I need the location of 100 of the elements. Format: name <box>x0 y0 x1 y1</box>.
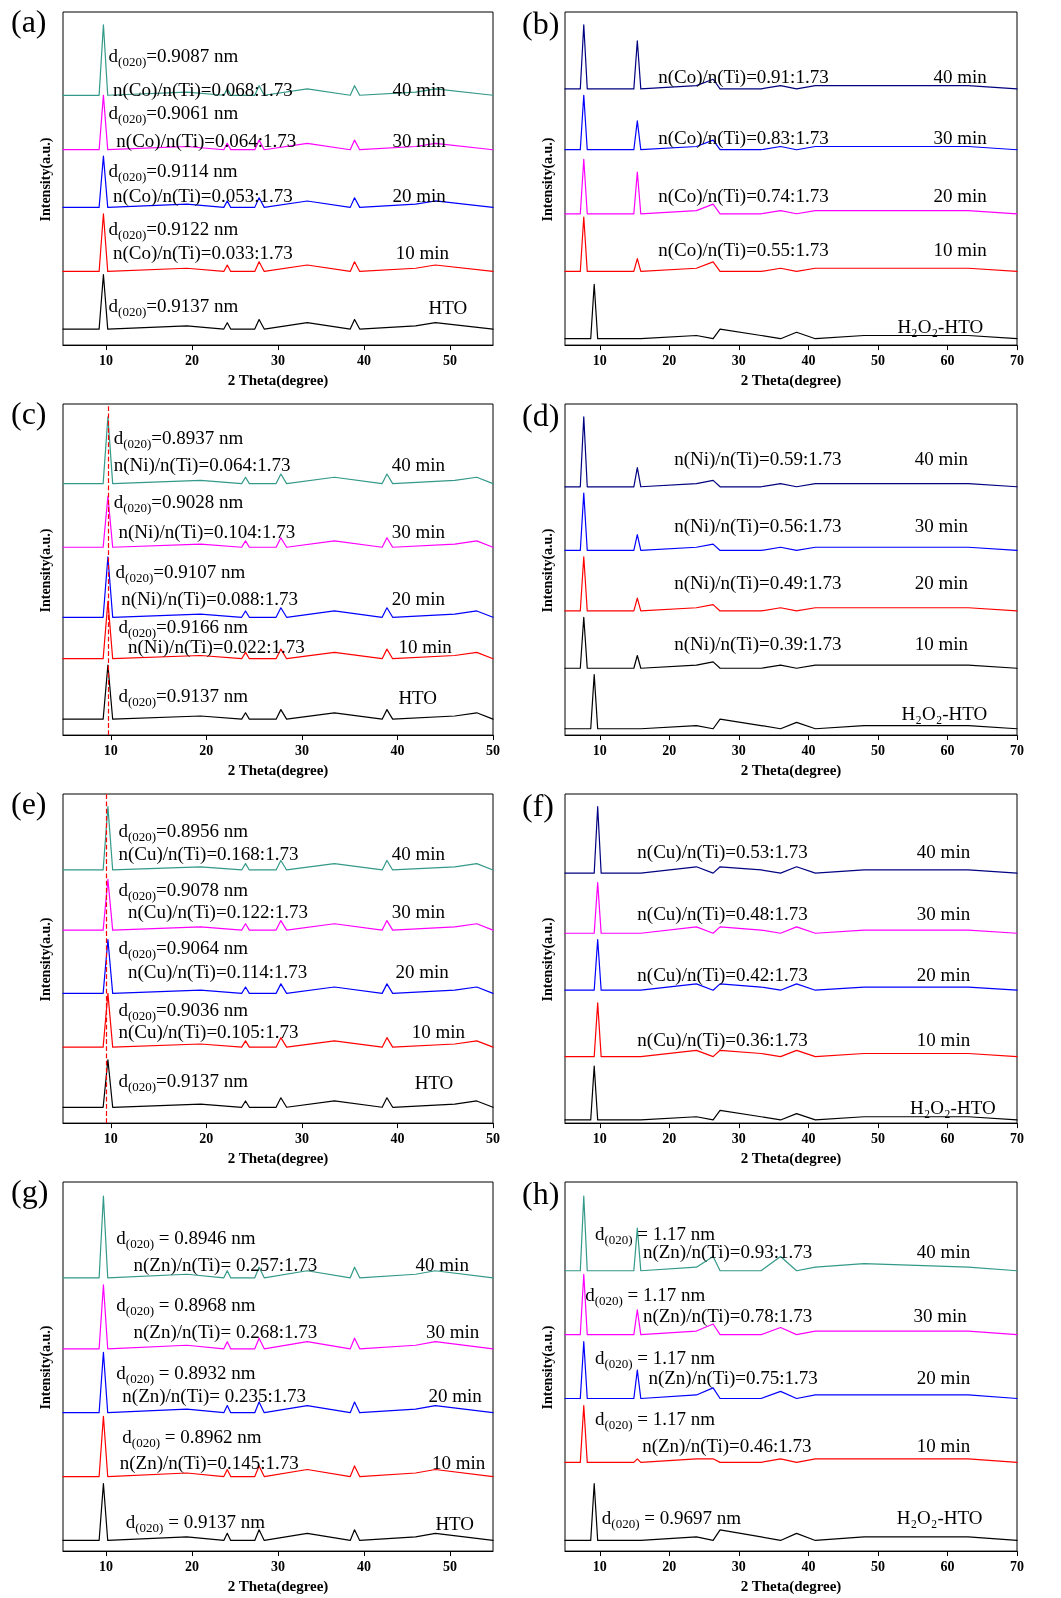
annotation: d$_{(020)}$=0.9036 nm <box>118 998 249 1024</box>
x-axis-title: 2 Theta(degree) <box>227 761 329 779</box>
annotation: d$_{(020)}$=0.9122 nm <box>108 217 239 243</box>
annotation: 10 min <box>398 635 452 657</box>
y-axis-title: Intensity(a.u.) <box>37 1325 54 1410</box>
annotation: n(Zn)/n(Ti)=0.145:1.73 <box>119 1451 299 1473</box>
annotation: d$_{(020)}$ = 0.8968 nm <box>116 1293 256 1319</box>
x-tick-label: 70 <box>1010 352 1024 368</box>
x-axis-title: 2 Theta(degree) <box>740 371 842 389</box>
x-tick-label: 10 <box>592 1558 607 1574</box>
x-tick-label: 20 <box>662 742 677 758</box>
annotation: n(Ni)/n(Ti)=0.39:1.73 <box>674 632 842 654</box>
annotation: H₂O₂-HTO <box>909 1096 996 1118</box>
annotation: 20 min <box>395 960 449 982</box>
y-axis-title: Intensity(a.u.) <box>539 528 556 613</box>
chart-title: (c) <box>11 395 47 431</box>
x-tick-label: 50 <box>443 1558 457 1574</box>
x-tick-label: 60 <box>940 742 955 758</box>
annotation: 40 min <box>391 453 446 475</box>
annotation: 20 min <box>392 184 446 206</box>
annotation: n(Ni)/n(Ti)=0.104:1.73 <box>118 520 296 542</box>
annotation: d$_{(020)}$=0.9064 nm <box>118 936 249 962</box>
chart-title: (e) <box>11 785 47 821</box>
x-tick-label: 20 <box>185 352 199 368</box>
annotation: n(Zn)/n(Ti)=0.46:1.73 <box>642 1434 812 1456</box>
annotation: 20 min <box>933 184 987 206</box>
annotation: 10 min <box>395 241 450 263</box>
annotation: n(Ni)/n(Ti)=0.088:1.73 <box>121 587 299 609</box>
x-tick-label: 20 <box>662 1558 677 1574</box>
y-axis-title: Intensity(a.u.) <box>37 137 54 222</box>
annotation: n(Co)/n(Ti)=0.068:1.73 <box>112 78 293 100</box>
x-tick-label: 30 <box>294 742 309 758</box>
annotation: 20 min <box>916 1366 971 1388</box>
annotation: d$_{(020)}$=0.9137 nm <box>118 1069 249 1095</box>
annotation: n(Co)/n(Ti)=0.55:1.73 <box>658 238 829 260</box>
annotation: n(Zn)/n(Ti)= 0.268:1.73 <box>133 1320 318 1342</box>
x-tick-label: 10 <box>99 352 113 368</box>
annotation: 10 min <box>916 1434 971 1456</box>
annotation: 30 min <box>391 520 446 542</box>
x-tick-label: 30 <box>731 742 746 758</box>
annotation: d$_{(020)}$=0.9137 nm <box>108 294 239 320</box>
x-tick-label: 20 <box>185 1558 199 1574</box>
x-tick-label: 30 <box>731 1130 746 1146</box>
annotation: d$_{(020)}$=0.9114 nm <box>108 159 238 185</box>
chart-title: (f) <box>522 787 554 823</box>
x-tick-label: 10 <box>103 742 118 758</box>
annotation: 30 min <box>391 900 446 922</box>
x-tick-label: 10 <box>592 742 607 758</box>
annotation: n(Co)/n(Ti)=0.91:1.73 <box>658 65 829 87</box>
y-axis-title: Intensity(a.u.) <box>539 1325 556 1410</box>
x-axis-title: 2 Theta(degree) <box>227 1149 329 1167</box>
y-axis-title: Intensity(a.u.) <box>37 917 54 1002</box>
annotation: d$_{(020)}$=0.9087 nm <box>108 44 239 70</box>
x-tick-label: 60 <box>940 1558 955 1574</box>
x-tick-label: 60 <box>940 1130 955 1146</box>
annotation: n(Ni)/n(Ti)=0.59:1.73 <box>674 447 842 469</box>
annotation: 10 min <box>431 1451 486 1473</box>
x-tick-label: 30 <box>271 352 285 368</box>
x-tick-label: 70 <box>1010 1130 1024 1146</box>
x-tick-label: 20 <box>199 742 214 758</box>
y-axis-title: Intensity(a.u.) <box>37 528 54 613</box>
annotation: d$_{(020)}$ = 1.17 nm <box>594 1407 716 1433</box>
annotation: 20 min <box>391 587 446 609</box>
annotation: 30 min <box>916 902 971 924</box>
annotation: 40 min <box>933 65 987 87</box>
annotation: n(Co)/n(Ti)=0.064:1.73 <box>116 129 297 151</box>
x-tick-label: 20 <box>662 1130 677 1146</box>
annotation: 30 min <box>425 1320 480 1342</box>
annotation: n(Ni)/n(Ti)=0.064:1.73 <box>113 453 291 475</box>
x-tick-label: 20 <box>662 352 677 368</box>
x-tick-label: 10 <box>592 1130 607 1146</box>
x-tick-label: 40 <box>357 352 371 368</box>
annotation: n(Co)/n(Ti)=0.033:1.73 <box>112 241 293 263</box>
annotation: d$_{(020)}$=0.9107 nm <box>115 560 246 586</box>
annotation: 20 min <box>916 963 971 985</box>
x-tick-label: 40 <box>801 1130 816 1146</box>
annotation: 10 min <box>916 1028 971 1050</box>
x-tick-label: 40 <box>390 1130 405 1146</box>
annotation: n(Cu)/n(Ti)=0.36:1.73 <box>637 1028 808 1050</box>
annotation: H₂O₂-HTO <box>896 1506 983 1528</box>
annotation: n(Ni)/n(Ti)=0.56:1.73 <box>674 514 842 536</box>
chart-title: (a) <box>11 3 47 39</box>
x-tick-label: 40 <box>357 1558 371 1574</box>
annotation: d$_{(020)}$ = 0.8932 nm <box>116 1361 256 1387</box>
x-axis-title: 2 Theta(degree) <box>740 1577 842 1595</box>
annotation: n(Cu)/n(Ti)=0.48:1.73 <box>637 902 808 924</box>
annotation: 10 min <box>914 632 969 654</box>
annotation: 20 min <box>428 1384 482 1406</box>
chart-title: (d) <box>522 397 560 433</box>
annotation: 40 min <box>391 842 446 864</box>
x-tick-label: 20 <box>199 1130 214 1146</box>
annotation: 40 min <box>914 447 969 469</box>
annotation: 10 min <box>933 238 987 260</box>
annotation: n(Co)/n(Ti)=0.74:1.73 <box>658 184 829 206</box>
annotation: n(Co)/n(Ti)=0.83:1.73 <box>658 126 829 148</box>
annotation: 40 min <box>916 840 971 862</box>
x-tick-label: 60 <box>940 352 955 368</box>
annotation: H₂O₂-HTO <box>897 315 984 337</box>
x-tick-label: 50 <box>870 742 885 758</box>
annotation: 40 min <box>415 1253 469 1275</box>
